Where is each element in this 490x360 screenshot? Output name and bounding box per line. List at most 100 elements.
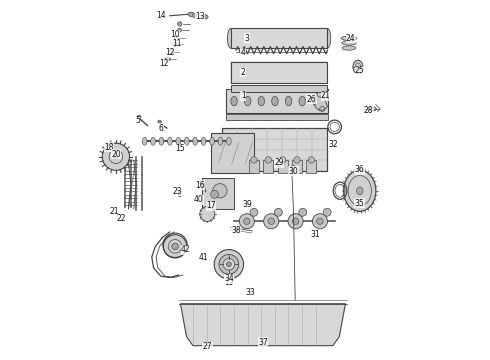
Ellipse shape xyxy=(289,66,295,73)
Text: 1: 1 xyxy=(241,91,245,100)
Bar xyxy=(231,85,327,92)
Ellipse shape xyxy=(201,137,206,145)
Ellipse shape xyxy=(236,86,244,91)
Ellipse shape xyxy=(137,115,141,119)
Ellipse shape xyxy=(239,214,254,229)
Polygon shape xyxy=(211,134,254,173)
Ellipse shape xyxy=(210,137,214,145)
Ellipse shape xyxy=(244,218,250,225)
Ellipse shape xyxy=(214,249,244,279)
Bar xyxy=(278,160,288,173)
Ellipse shape xyxy=(188,12,195,17)
Polygon shape xyxy=(315,92,327,110)
Ellipse shape xyxy=(299,96,305,106)
Bar xyxy=(226,114,328,120)
Ellipse shape xyxy=(267,86,274,91)
Text: 33: 33 xyxy=(245,288,255,297)
Text: 39: 39 xyxy=(242,200,252,209)
Ellipse shape xyxy=(174,36,179,41)
Ellipse shape xyxy=(285,96,292,106)
Ellipse shape xyxy=(169,49,174,54)
Text: 12: 12 xyxy=(160,59,169,68)
Bar xyxy=(249,160,259,173)
Text: 41: 41 xyxy=(199,253,209,262)
Text: 15: 15 xyxy=(175,144,185,153)
Text: 5: 5 xyxy=(135,116,140,125)
Ellipse shape xyxy=(368,107,376,111)
Ellipse shape xyxy=(357,187,363,195)
Ellipse shape xyxy=(341,36,357,41)
Ellipse shape xyxy=(342,41,356,45)
Ellipse shape xyxy=(166,57,171,61)
Ellipse shape xyxy=(317,66,323,73)
Text: 17: 17 xyxy=(206,201,216,210)
Ellipse shape xyxy=(251,157,257,163)
Bar xyxy=(306,160,317,173)
Ellipse shape xyxy=(151,137,155,145)
Ellipse shape xyxy=(248,66,255,73)
Bar xyxy=(231,62,327,83)
Ellipse shape xyxy=(272,96,278,106)
Ellipse shape xyxy=(247,115,254,119)
Text: 24: 24 xyxy=(346,34,356,43)
Ellipse shape xyxy=(158,120,161,124)
Ellipse shape xyxy=(172,42,177,46)
Ellipse shape xyxy=(213,184,227,198)
Text: 28: 28 xyxy=(364,105,373,114)
Text: 22: 22 xyxy=(117,214,126,223)
Text: 40: 40 xyxy=(194,195,203,204)
Text: 30: 30 xyxy=(289,167,298,176)
Text: 25: 25 xyxy=(355,66,365,75)
Text: 36: 36 xyxy=(355,166,365,175)
Bar xyxy=(292,160,302,173)
Text: 27: 27 xyxy=(202,342,212,351)
Text: 23: 23 xyxy=(172,187,182,196)
Text: 31: 31 xyxy=(310,230,320,239)
Text: 38: 38 xyxy=(231,226,241,235)
Bar xyxy=(221,128,327,171)
Ellipse shape xyxy=(226,137,231,145)
Text: 6: 6 xyxy=(158,123,163,132)
Text: 34: 34 xyxy=(224,274,234,283)
Ellipse shape xyxy=(226,262,231,267)
Text: 16: 16 xyxy=(196,181,205,190)
Text: 10: 10 xyxy=(170,30,180,39)
Text: 35: 35 xyxy=(355,199,365,208)
Ellipse shape xyxy=(193,137,197,145)
Polygon shape xyxy=(202,178,234,209)
Ellipse shape xyxy=(278,115,285,119)
Ellipse shape xyxy=(232,115,239,119)
Ellipse shape xyxy=(279,157,286,163)
Text: 21: 21 xyxy=(109,207,119,216)
Ellipse shape xyxy=(164,235,187,258)
Ellipse shape xyxy=(159,137,164,145)
Ellipse shape xyxy=(218,137,223,145)
Ellipse shape xyxy=(297,86,305,91)
Ellipse shape xyxy=(219,255,239,274)
Text: 37: 37 xyxy=(258,338,268,347)
Ellipse shape xyxy=(288,214,303,229)
Ellipse shape xyxy=(102,143,129,170)
Ellipse shape xyxy=(178,28,181,32)
Text: 42: 42 xyxy=(181,246,191,255)
Ellipse shape xyxy=(291,165,295,170)
Ellipse shape xyxy=(313,86,320,91)
Ellipse shape xyxy=(265,157,271,163)
Text: 13: 13 xyxy=(196,12,205,21)
Ellipse shape xyxy=(227,28,234,48)
Ellipse shape xyxy=(177,22,182,26)
Ellipse shape xyxy=(313,214,327,229)
Ellipse shape xyxy=(250,208,258,216)
Text: 19: 19 xyxy=(224,278,234,287)
Ellipse shape xyxy=(262,115,270,119)
Ellipse shape xyxy=(193,14,197,18)
Ellipse shape xyxy=(172,243,178,249)
Text: 4: 4 xyxy=(241,48,245,57)
Text: 26: 26 xyxy=(307,95,316,104)
Bar xyxy=(226,89,328,113)
Bar xyxy=(231,28,327,48)
Ellipse shape xyxy=(223,258,235,270)
Polygon shape xyxy=(180,304,345,346)
Ellipse shape xyxy=(282,86,290,91)
Text: 21: 21 xyxy=(321,91,330,100)
